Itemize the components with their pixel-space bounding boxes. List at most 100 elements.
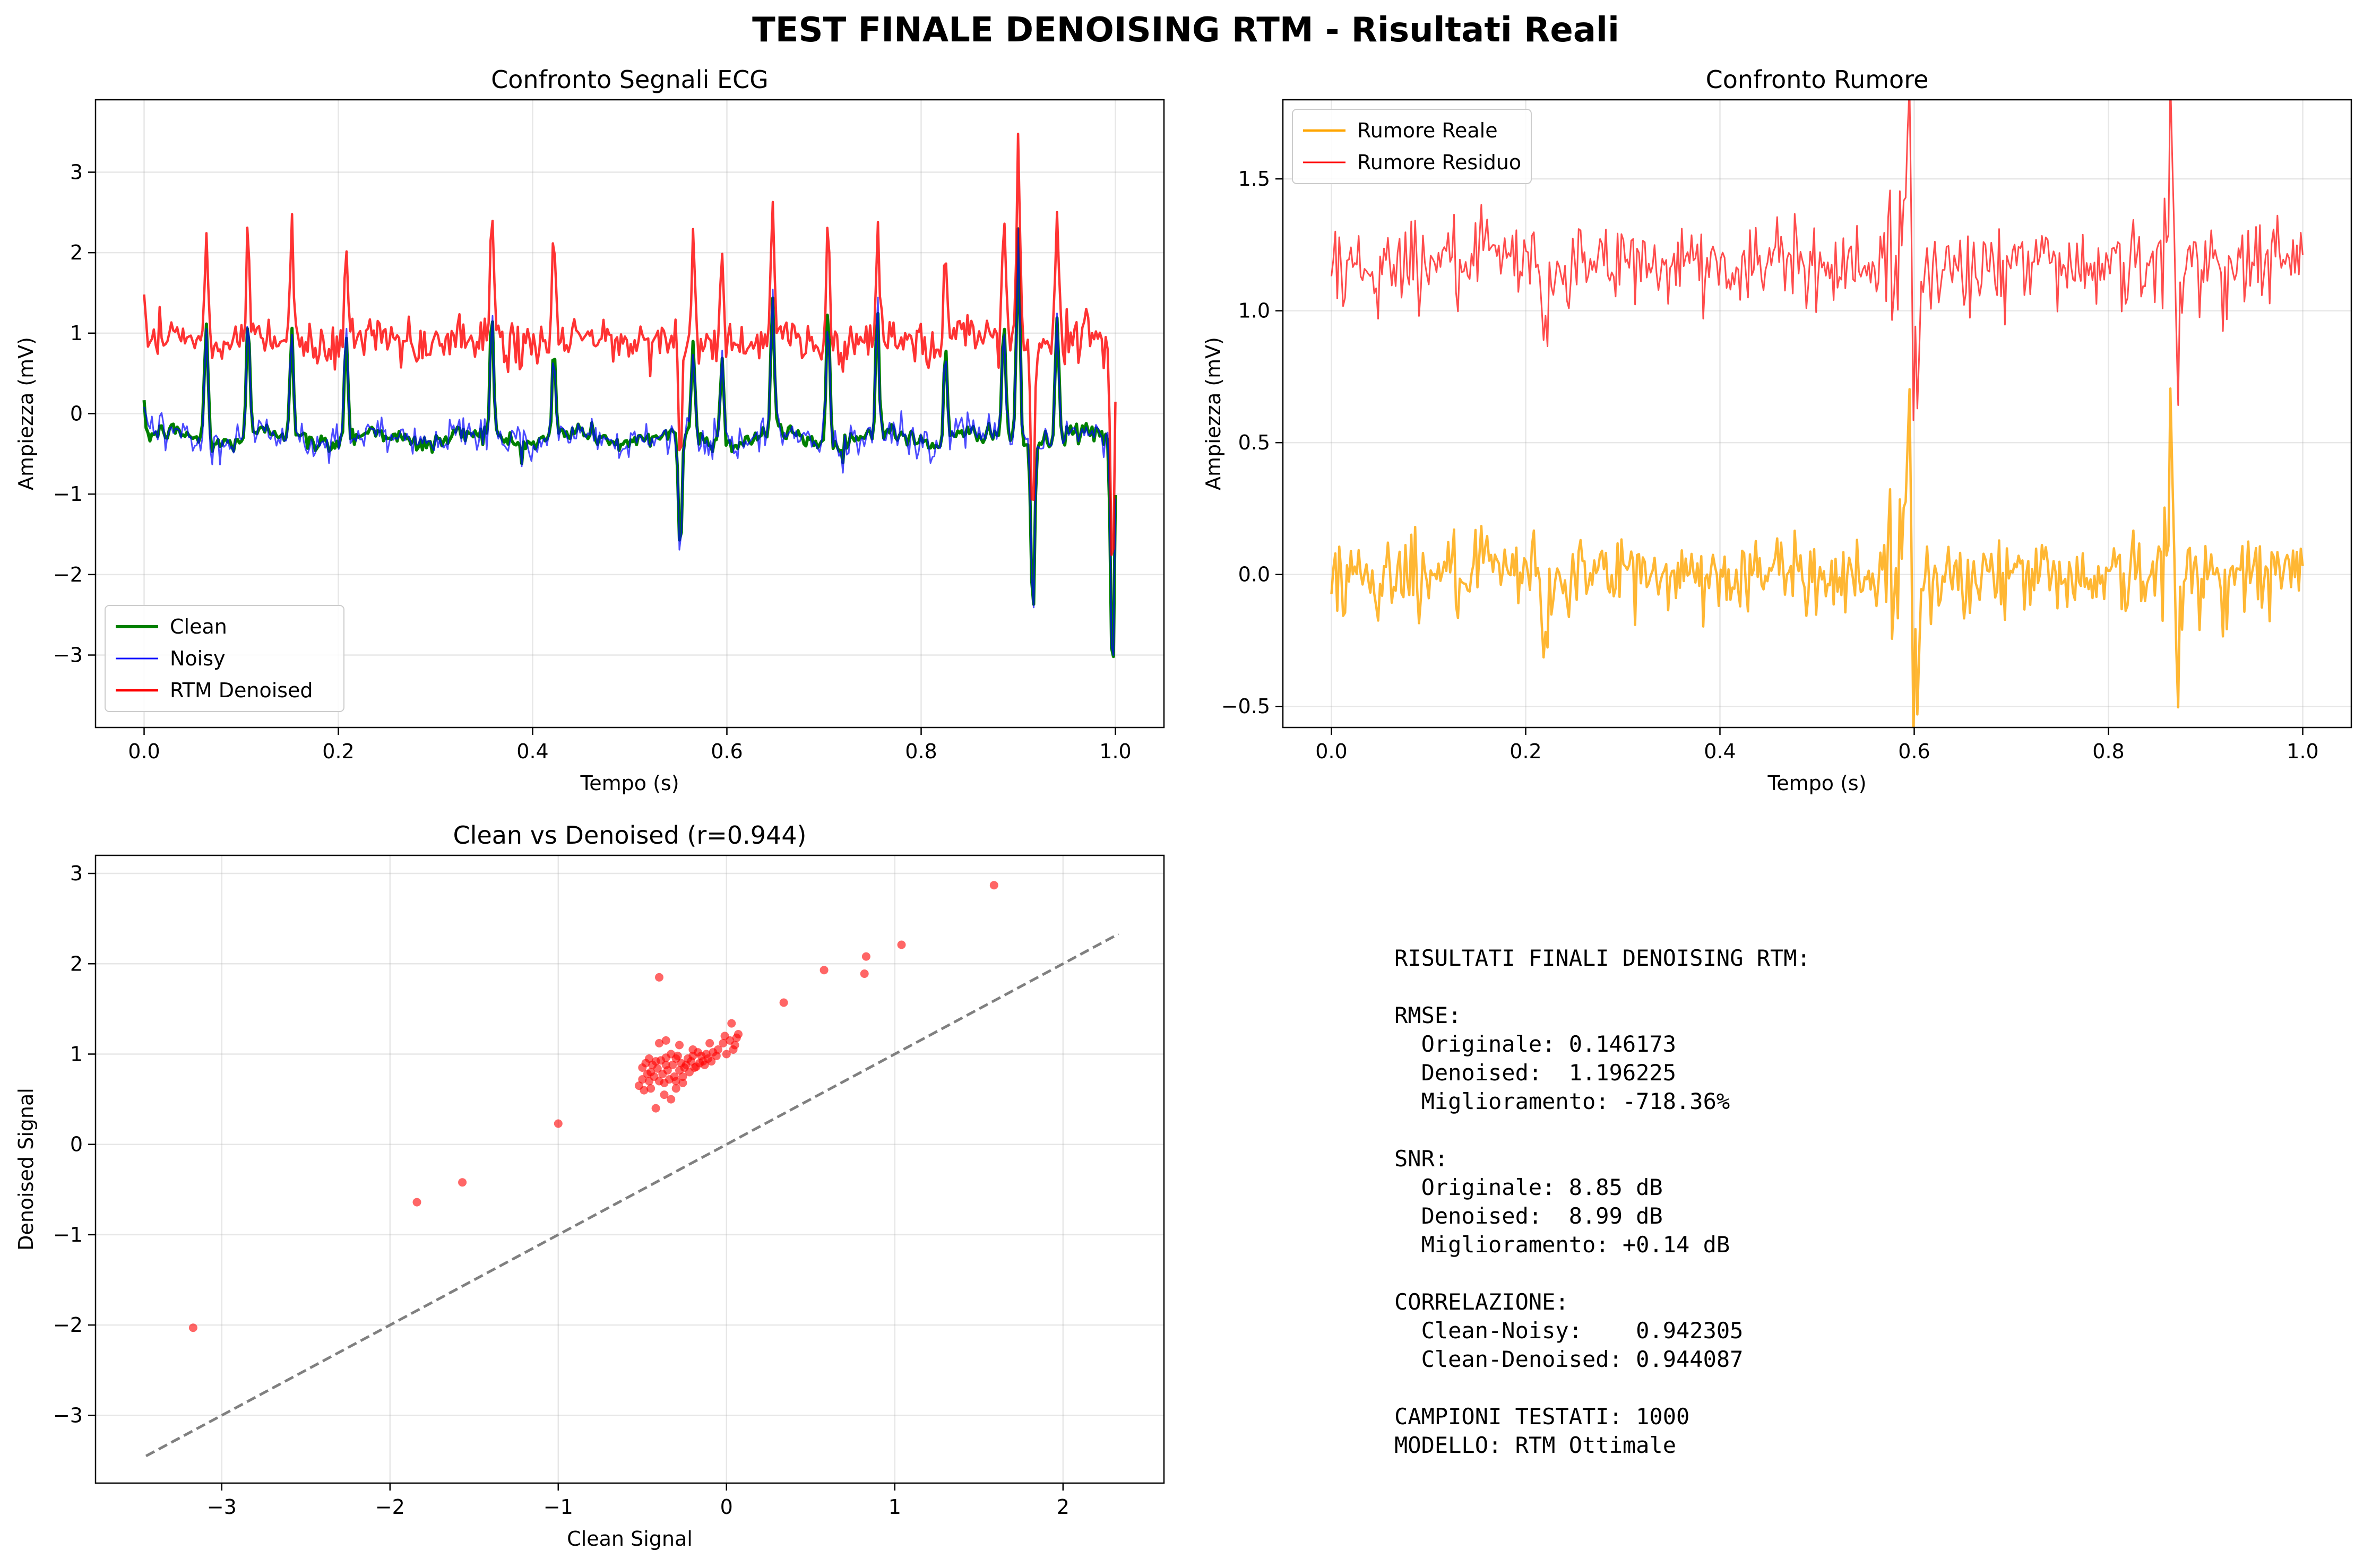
scatter-point bbox=[707, 1057, 716, 1066]
scatter-xtick-label: −1 bbox=[544, 1495, 573, 1519]
scatter-point bbox=[667, 1050, 676, 1059]
stats-line: Clean-Denoised: 0.944087 bbox=[1394, 1346, 1743, 1372]
scatter-point bbox=[779, 998, 788, 1007]
noise-xtick-label: 0.4 bbox=[1704, 740, 1736, 763]
noise-ytick-label: 1.0 bbox=[1238, 299, 1270, 323]
ecg-xtick-label: 0.0 bbox=[128, 740, 160, 763]
scatter-point bbox=[730, 1041, 739, 1050]
scatter-point bbox=[651, 1104, 660, 1113]
scatter-point bbox=[661, 1060, 670, 1069]
ecg-series bbox=[142, 132, 1117, 659]
scatter-point bbox=[732, 1033, 741, 1042]
ecg-xtick-label: 1.0 bbox=[1099, 740, 1131, 763]
ecg-title: Confronto Segnali ECG bbox=[491, 65, 769, 94]
scatter-ytick-label: −2 bbox=[53, 1313, 83, 1337]
noise-legend-label: Rumore Residuo bbox=[1357, 151, 1521, 174]
noise-ytick-label: 0.5 bbox=[1238, 431, 1270, 454]
stats-line: Originale: 8.85 dB bbox=[1394, 1174, 1663, 1200]
noise-legend: Rumore Reale Rumore Residuo bbox=[1292, 109, 1532, 184]
scatter-point bbox=[655, 973, 663, 982]
ecg-line-noisy bbox=[143, 228, 1116, 656]
scatter-point bbox=[643, 1069, 652, 1078]
ecg-legend-box bbox=[105, 605, 344, 712]
scatter-point bbox=[719, 1039, 728, 1047]
scatter-point bbox=[658, 1069, 667, 1078]
stats-line: RISULTATI FINALI DENOISING RTM: bbox=[1394, 945, 1810, 971]
stats-line: Clean-Noisy: 0.942305 bbox=[1394, 1318, 1743, 1344]
scatter-ytick-label: 3 bbox=[70, 862, 83, 885]
ecg-legend-label: RTM Denoised bbox=[170, 679, 313, 702]
scatter-point bbox=[661, 1036, 670, 1045]
scatter-point bbox=[727, 1019, 736, 1028]
ecg-xtick-label: 0.2 bbox=[322, 740, 354, 763]
scatter-point bbox=[458, 1178, 467, 1187]
scatter-point bbox=[671, 1084, 680, 1093]
noise-xtick-label: 0.0 bbox=[1315, 740, 1347, 763]
scatter-point bbox=[705, 1039, 714, 1047]
scatter-point bbox=[554, 1119, 563, 1128]
scatter-point bbox=[897, 940, 906, 949]
ecg-xtick-label: 0.6 bbox=[711, 740, 743, 763]
scatter-point bbox=[645, 1077, 653, 1086]
noise-xtick-label: 0.6 bbox=[1898, 740, 1930, 763]
ecg-ytick-label: −3 bbox=[53, 644, 83, 667]
noise-xtick-label: 1.0 bbox=[2287, 740, 2318, 763]
scatter-point bbox=[671, 1077, 680, 1086]
scatter-point bbox=[678, 1072, 687, 1081]
scatter-ytick-label: 2 bbox=[70, 952, 83, 975]
ecg-ytick-label: 1 bbox=[70, 322, 83, 345]
clean-vs-denoised-scatter: −3 −2 −1 0 1 2 −3 −2 −1 0 1 2 3 Clean vs Denoised (r=… bbox=[14, 821, 1165, 1550]
scatter-ylabel: Denoised Signal bbox=[14, 1088, 38, 1251]
stats-line: Denoised: 1.196225 bbox=[1394, 1060, 1676, 1086]
ecg-legend: Clean Noisy RTM Denoised bbox=[105, 605, 344, 712]
stats-line: RMSE: bbox=[1394, 1002, 1461, 1028]
noise-line-real bbox=[1330, 387, 2304, 727]
ecg-xtick-label: 0.4 bbox=[516, 740, 548, 763]
scatter-ytick-label: 0 bbox=[70, 1133, 83, 1156]
ecg-ytick-label: 3 bbox=[70, 161, 83, 184]
ecg-xtick-label: 0.8 bbox=[905, 740, 937, 763]
scatter-ytick-label: −3 bbox=[53, 1404, 83, 1427]
ecg-ytick-label: 2 bbox=[70, 241, 83, 264]
scatter-point bbox=[412, 1198, 421, 1207]
noise-legend-box bbox=[1292, 109, 1532, 184]
noise-frame bbox=[1282, 99, 2352, 729]
scatter-point bbox=[660, 1078, 669, 1087]
scatter-point bbox=[722, 1050, 731, 1059]
scatter-xtick-label: 1 bbox=[889, 1495, 901, 1519]
noise-ytick-label: 1.5 bbox=[1238, 167, 1270, 190]
ecg-line-denoised bbox=[143, 132, 1117, 557]
scatter-ytick-label: −1 bbox=[53, 1223, 83, 1246]
figure-title: TEST FINALE DENOISING RTM - Risultati Re… bbox=[752, 11, 1619, 50]
scatter-point bbox=[640, 1086, 649, 1095]
scatter-point bbox=[638, 1075, 647, 1084]
noise-xtick-label: 0.8 bbox=[2092, 740, 2124, 763]
scatter-point bbox=[700, 1060, 709, 1069]
scatter-point bbox=[188, 1323, 197, 1332]
ecg-comparison-chart: 0.0 0.2 0.4 0.6 0.8 1.0 −3 −2 −1 0 1 2 3 Confronto Se… bbox=[14, 65, 1165, 795]
scatter-ytick-label: 1 bbox=[70, 1042, 83, 1065]
ecg-ytick-label: −1 bbox=[53, 482, 83, 506]
stats-line: Denoised: 8.99 dB bbox=[1394, 1203, 1663, 1229]
scatter-xtick-label: 2 bbox=[1057, 1495, 1069, 1519]
scatter-point bbox=[678, 1078, 687, 1087]
scatter-point bbox=[675, 1041, 684, 1050]
scatter-xtick-label: −3 bbox=[207, 1495, 237, 1519]
stats-line: SNR: bbox=[1394, 1146, 1448, 1172]
noise-xtick-label: 0.2 bbox=[1510, 740, 1541, 763]
noise-legend-label: Rumore Reale bbox=[1357, 119, 1498, 142]
scatter-point bbox=[687, 1057, 696, 1066]
stats-line: Originale: 0.146173 bbox=[1394, 1031, 1676, 1057]
scatter-title: Clean vs Denoised (r=0.944) bbox=[453, 821, 807, 850]
stats-line: Miglioramento: +0.14 dB bbox=[1394, 1232, 1730, 1258]
scatter-point bbox=[655, 1039, 663, 1047]
scatter-point bbox=[667, 1095, 676, 1104]
noise-title: Confronto Rumore bbox=[1706, 65, 1929, 94]
scatter-point bbox=[820, 966, 829, 975]
ecg-ylabel: Ampiezza (mV) bbox=[14, 337, 38, 490]
stats-panel: RISULTATI FINALI DENOISING RTM: RMSE: Ori… bbox=[1394, 945, 1810, 1458]
noise-xlabel: Tempo (s) bbox=[1767, 772, 1866, 795]
scatter-point bbox=[989, 881, 998, 890]
noise-series bbox=[1330, 100, 2304, 727]
